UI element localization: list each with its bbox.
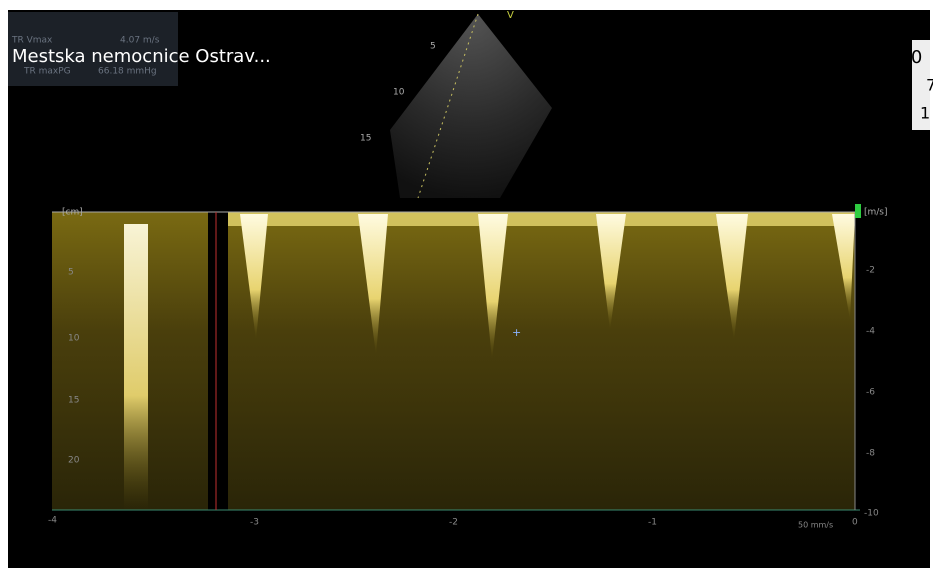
baseline-band [228,212,855,226]
measure-value: 4.07 m/s [120,36,160,46]
strip-x-label: -4 [48,516,57,526]
marker: V [507,10,514,21]
measure-value: 66.18 mmHg [98,67,157,77]
time-label: -2 [449,518,458,528]
depth-label: 15 [360,134,371,144]
measure-label: TR maxPG [23,67,71,77]
time-label: -3 [250,518,259,528]
strip-label: 5 [68,268,74,278]
depth-label: 5 [430,42,436,52]
depth-label: 10 [393,88,405,98]
corner-text: 1 [920,104,930,123]
strip-label: 20 [68,456,80,466]
screen: V 5 10 15 TR Vmax 4.07 m/s TR maxPG 66.1… [0,0,933,577]
strip-label: 10 [68,334,80,344]
scale-marker [855,204,861,218]
time-label: -1 [648,518,657,528]
cursor-cross: + [512,326,521,339]
doppler-spectrum [228,212,855,510]
measure-label: TR Vmax [11,36,53,46]
strip-band [124,224,148,510]
velocity-unit: [m/s] [864,208,888,218]
velocity-label: -10 [864,509,879,519]
corner-text: 000 [888,47,922,68]
velocity-label: -8 [866,449,875,459]
corner-text: 7 [926,76,933,95]
velocity-label: -2 [866,266,875,276]
sweep-speed: 50 mm/s [798,521,833,530]
strip-label: 15 [68,396,79,406]
time-label: 0 [852,518,858,528]
velocity-label: -6 [866,388,875,398]
velocity-label: -4 [866,327,875,337]
hospital-name: Mestska nemocnice Ostrav... [12,46,271,67]
